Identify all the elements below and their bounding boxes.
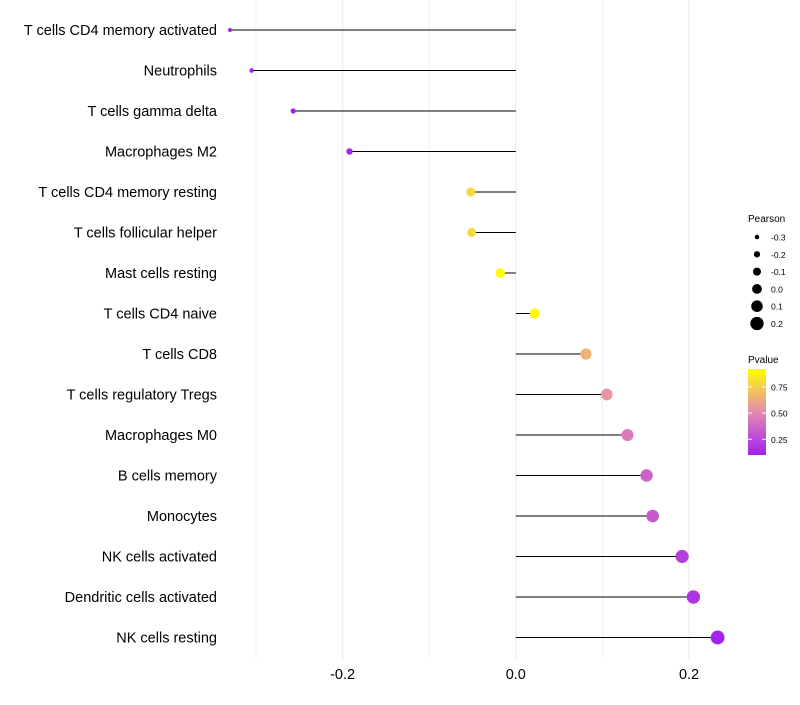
lollipop-dot: [675, 549, 689, 564]
pvalue-colorbar: [748, 369, 766, 455]
size-legend-label: 0.0: [771, 284, 783, 294]
lollipop-dot: [710, 630, 725, 645]
y-tick-label: Dendritic cells activated: [65, 590, 217, 606]
size-legend-label: -0.1: [771, 267, 786, 277]
y-tick-label: B cells memory: [118, 469, 218, 485]
size-legend-label: 0.2: [771, 319, 783, 329]
y-tick-label: NK cells activated: [102, 550, 217, 566]
lollipop-dots: [228, 28, 725, 645]
y-tick-label: Macrophages M2: [105, 145, 217, 161]
pvalue-color-legend: Pvalue 0.75 0.50 0.25: [748, 355, 788, 455]
size-legend-label: 0.1: [771, 302, 783, 312]
colorbar-label: 0.25: [771, 435, 788, 445]
lollipop-dot: [290, 108, 296, 114]
lollipop-dot: [646, 509, 659, 523]
y-tick-label: NK cells resting: [116, 631, 217, 647]
lollipop-dot: [621, 428, 634, 442]
lollipop-dot: [467, 228, 477, 237]
lollipop-dot: [249, 68, 254, 73]
y-tick-label: Macrophages M0: [105, 428, 217, 444]
lollipop-dot: [600, 388, 613, 401]
lollipop-stems: [230, 29, 718, 638]
size-legend-dot: [750, 316, 764, 331]
y-tick-label: Mast cells resting: [105, 266, 217, 282]
size-legend-dot: [752, 267, 762, 276]
lollipop-dot: [466, 187, 476, 197]
x-axis-ticks: -0.2 0.0 0.2: [330, 667, 699, 683]
size-legend-dot: [753, 251, 761, 258]
y-tick-label: T cells CD4 memory activated: [24, 23, 217, 39]
size-legend-dot: [751, 300, 763, 312]
x-tick-label: 0.0: [506, 667, 526, 683]
colorbar-label: 0.75: [771, 382, 788, 392]
x-tick-label: -0.2: [330, 667, 355, 683]
gridlines: [255, 0, 690, 660]
pearson-size-legend: Pearson -0.3 -0.2 -0.1 0.0 0.1 0.2: [748, 214, 786, 331]
size-legend-label: -0.2: [771, 250, 786, 260]
y-axis-labels: T cells CD4 memory activated Neutrophils T…: [24, 23, 218, 647]
lollipop-dot: [228, 28, 232, 32]
lollipop-dot: [640, 469, 653, 482]
size-legend-label: -0.3: [771, 233, 786, 243]
y-tick-label: T cells follicular helper: [74, 226, 217, 242]
y-tick-label: T cells gamma delta: [88, 104, 218, 120]
colorbar-label: 0.50: [771, 409, 788, 419]
lollipop-dot: [529, 308, 540, 319]
y-tick-label: Neutrophils: [144, 64, 217, 80]
lollipop-dot: [580, 348, 592, 360]
size-legend-dot: [752, 284, 762, 294]
x-tick-label: 0.2: [679, 667, 699, 683]
y-tick-label: Monocytes: [147, 509, 217, 525]
color-legend-title: Pvalue: [748, 355, 779, 366]
lollipop-dot: [346, 148, 353, 155]
size-legend-dot: [754, 234, 760, 240]
y-tick-label: T cells CD4 naive: [104, 307, 217, 323]
size-legend-title: Pearson: [748, 214, 785, 225]
y-tick-label: T cells regulatory Tregs: [67, 388, 217, 404]
lollipop-dot: [495, 268, 505, 278]
y-tick-label: T cells CD4 memory resting: [38, 185, 217, 201]
lollipop-dot: [686, 590, 701, 604]
y-tick-label: T cells CD8: [142, 347, 217, 363]
